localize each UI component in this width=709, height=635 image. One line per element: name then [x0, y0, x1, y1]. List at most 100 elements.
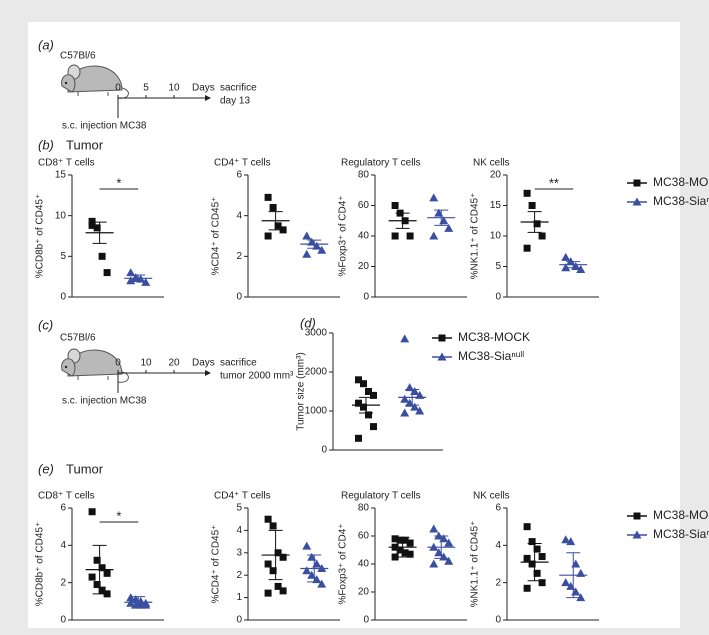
- data-point: [561, 578, 571, 587]
- y-tick-label: 0: [495, 615, 501, 626]
- end-label: day 13: [220, 96, 250, 107]
- data-point: [396, 536, 404, 544]
- data-point: [566, 537, 576, 546]
- data-point: [437, 352, 447, 361]
- y-tick-label: 2: [60, 577, 66, 588]
- data-point: [370, 391, 377, 399]
- data-point: [103, 590, 111, 598]
- y-tick-label: 5: [236, 503, 242, 514]
- data-point: [632, 530, 642, 539]
- error-bar: [92, 221, 107, 244]
- arrow-head: [205, 370, 211, 376]
- data-point: [88, 221, 96, 229]
- chart-title: CD8⁺ T cells: [38, 491, 95, 502]
- y-axis-label: %NK1.1⁺ of CD45⁺: [470, 193, 481, 280]
- data-point: [523, 523, 531, 531]
- significance-label: *: [116, 508, 121, 523]
- data-point: [406, 232, 414, 240]
- data-point: [360, 380, 367, 388]
- y-tick-label: 6: [236, 170, 242, 181]
- y-tick-label: 0: [60, 615, 66, 626]
- data-point: [576, 593, 586, 602]
- error-bar: [307, 554, 322, 583]
- data-point: [391, 202, 399, 209]
- heading: Tumor: [66, 461, 104, 476]
- y-tick-label: 20: [358, 261, 370, 272]
- data-point: [370, 423, 377, 431]
- data-point: [279, 553, 287, 561]
- timeline-unit: Days: [192, 83, 215, 94]
- y-tick-label: 2: [236, 251, 242, 262]
- legend-label: MC38-Siaⁿᵘˡˡ: [653, 527, 709, 541]
- chart-title: NK cells: [473, 491, 510, 502]
- data-point: [632, 197, 642, 206]
- data-point: [528, 538, 536, 546]
- data-point: [360, 403, 367, 411]
- data-point: [126, 593, 136, 602]
- data-point: [401, 549, 409, 557]
- data-point: [444, 538, 454, 547]
- data-point: [88, 217, 96, 225]
- error-bar: [527, 211, 542, 233]
- data-point: [396, 546, 404, 554]
- data-point: [523, 189, 531, 197]
- y-axis-label: %CD4⁺ of CD45⁺: [211, 197, 222, 276]
- error-bar: [527, 542, 542, 582]
- data-point: [103, 569, 111, 577]
- significance-label: **: [549, 175, 559, 190]
- data-point: [317, 245, 327, 254]
- injection-label: s.c. injection MC38: [62, 396, 147, 407]
- data-point: [93, 581, 101, 589]
- data-point: [391, 232, 399, 240]
- error-bar: [566, 261, 581, 269]
- y-tick-label: 4: [60, 540, 66, 551]
- data-point: [302, 231, 312, 240]
- panel-label: (d): [300, 315, 316, 330]
- error-bar: [268, 529, 283, 581]
- y-axis-label: Tumor size (mm³): [296, 352, 307, 431]
- data-point: [365, 411, 372, 419]
- y-tick-label: 3000: [305, 328, 328, 339]
- data-point: [269, 522, 277, 530]
- data-point: [269, 204, 277, 212]
- data-point: [365, 388, 372, 395]
- y-tick-label: 20: [358, 587, 370, 598]
- y-tick-label: 60: [358, 531, 370, 542]
- data-point: [279, 226, 287, 234]
- data-point: [88, 508, 96, 516]
- y-axis-label: %CD4⁺ of CD45⁺: [211, 525, 222, 604]
- y-axis-label: %CD8b⁺ of CD45⁺: [35, 522, 46, 606]
- data-point: [274, 549, 282, 557]
- y-tick-label: 80: [358, 170, 370, 181]
- chart-title: CD4⁺ T cells: [214, 158, 271, 169]
- data-point: [103, 269, 111, 277]
- y-tick-label: 2: [495, 577, 501, 588]
- y-tick-label: 15: [490, 200, 502, 211]
- data-point: [533, 545, 541, 553]
- data-point: [528, 560, 536, 568]
- error-bar: [131, 274, 146, 283]
- error-bar: [307, 239, 322, 249]
- data-point: [269, 567, 277, 575]
- data-point: [444, 556, 454, 565]
- data-point: [633, 512, 641, 520]
- strain: C57Bl/6: [60, 333, 96, 344]
- timeline-tick-label: 5: [143, 83, 149, 94]
- data-point: [400, 408, 410, 417]
- data-point: [523, 584, 531, 592]
- end-label: tumor 2000 mm³: [220, 371, 294, 382]
- data-point: [438, 334, 446, 342]
- panel-label: (e): [38, 461, 54, 476]
- data-point: [538, 553, 546, 561]
- legend-label: MC38-MOCK: [653, 508, 709, 522]
- data-point: [406, 539, 414, 547]
- data-point: [538, 232, 546, 240]
- y-tick-label: 2000: [305, 367, 328, 378]
- y-tick-label: 10: [55, 210, 67, 221]
- error-bar: [131, 596, 146, 609]
- data-point: [429, 524, 439, 533]
- data-point: [391, 553, 399, 561]
- y-tick-label: 5: [495, 261, 501, 272]
- end-label: sacrifice: [220, 358, 257, 369]
- data-point: [264, 515, 272, 523]
